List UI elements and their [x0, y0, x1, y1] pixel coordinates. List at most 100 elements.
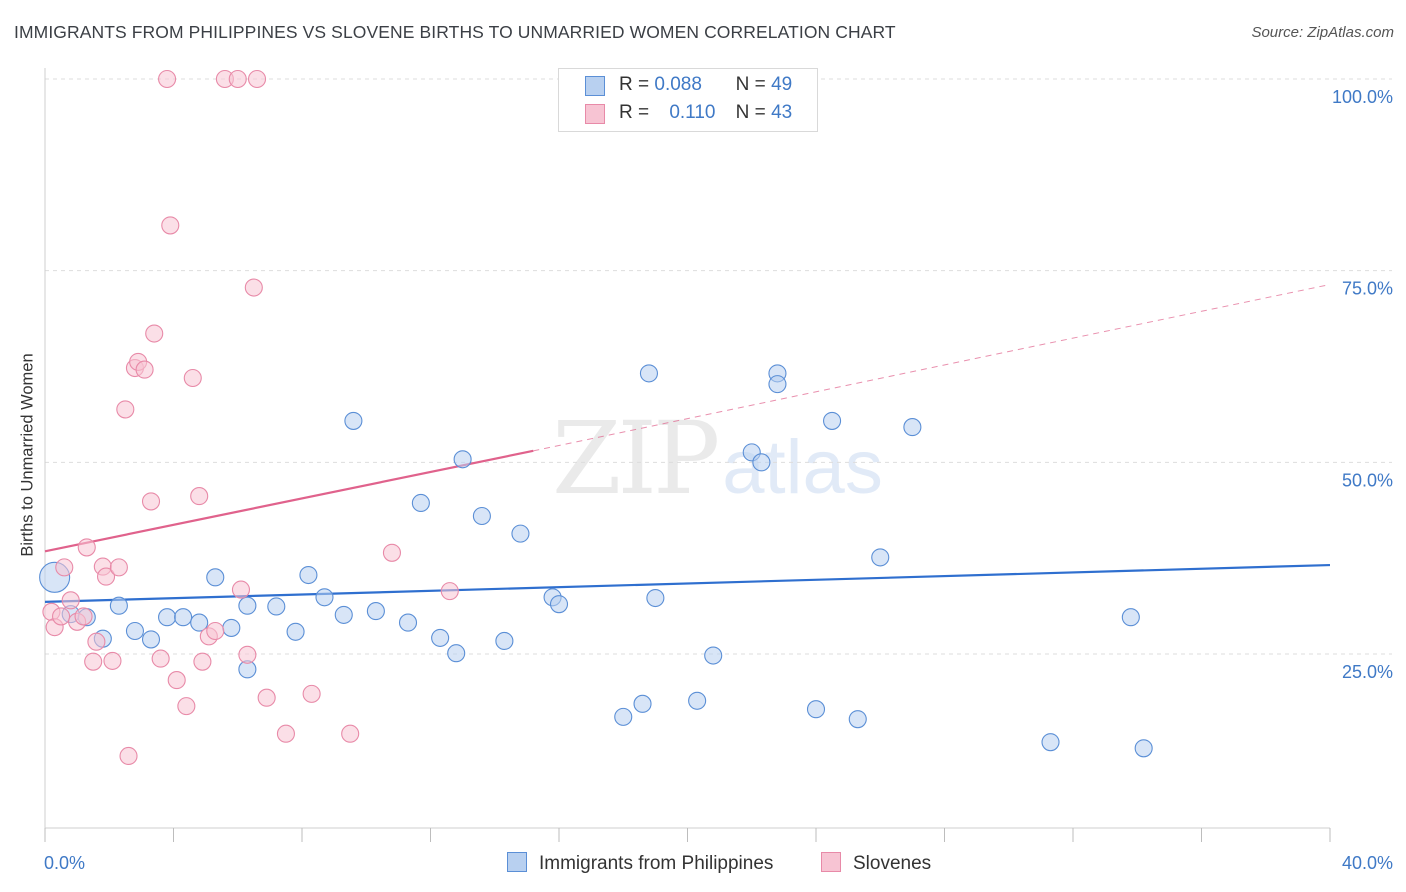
trend-line-philippines	[44, 563, 1331, 603]
data-point-slovenes	[382, 543, 402, 562]
data-point-slovenes	[167, 671, 186, 690]
watermark-atlas: atlas	[722, 425, 883, 510]
data-point-slovenes	[244, 278, 263, 297]
data-point-philippines	[222, 618, 241, 637]
data-point-philippines	[366, 602, 385, 621]
data-point-philippines	[472, 506, 491, 526]
legend-swatch-blue	[585, 76, 605, 96]
data-point-slovenes	[151, 649, 170, 668]
data-point-philippines	[315, 588, 334, 607]
data-point-philippines	[158, 608, 177, 627]
trend-lines	[44, 283, 1331, 603]
data-point-philippines	[125, 621, 144, 641]
tick-labels: 25.0% 50.0% 75.0% 100.0% 0.0% 40.0%	[44, 87, 1393, 873]
legend-swatch-pink	[585, 104, 605, 124]
data-point-slovenes	[228, 69, 247, 89]
y-tick-label: 50.0%	[1342, 470, 1393, 490]
data-point-philippines	[614, 707, 633, 726]
legend-n-label: N =	[735, 102, 766, 123]
data-point-slovenes	[158, 69, 177, 89]
series-slovenes-points	[42, 69, 459, 766]
data-point-philippines	[238, 596, 257, 615]
data-point-philippines	[806, 700, 826, 719]
correlation-legend: R = 0.088 N = 49 R = 0.110 N = 43	[558, 68, 818, 132]
x-tick-label: 40.0%	[1342, 853, 1393, 873]
data-point-philippines	[903, 418, 922, 437]
data-point-philippines	[206, 568, 225, 587]
data-point-philippines	[1134, 739, 1153, 758]
legend-n-value: 43	[771, 102, 793, 123]
data-point-philippines	[141, 630, 161, 649]
data-point-slovenes	[145, 324, 164, 343]
data-point-slovenes	[257, 688, 276, 707]
data-point-slovenes	[61, 591, 80, 610]
data-point-slovenes	[77, 538, 96, 557]
data-point-philippines	[848, 710, 867, 729]
legend-n-label: N =	[735, 74, 766, 95]
data-point-philippines	[633, 694, 652, 713]
data-point-slovenes	[119, 746, 138, 766]
data-point-philippines	[639, 364, 659, 383]
data-point-slovenes	[341, 724, 360, 743]
bottom-legend-label: Immigrants from Philippines	[539, 853, 774, 874]
data-point-philippines	[299, 565, 318, 585]
x-tick-label: 0.0%	[44, 853, 85, 873]
watermark: ZIPatlas	[552, 400, 883, 517]
data-point-slovenes	[247, 69, 267, 89]
bottom-legend-label: Slovenes	[853, 853, 932, 874]
bottom-legend-slovenes: Slovenes	[821, 852, 931, 875]
data-point-slovenes	[231, 580, 251, 599]
data-point-philippines	[286, 622, 305, 641]
data-point-philippines	[411, 493, 430, 513]
trend-line-slovenes	[44, 449, 534, 553]
data-point-philippines	[334, 605, 353, 624]
data-point-slovenes	[206, 621, 225, 641]
data-point-philippines	[453, 450, 472, 469]
legend-n-value: 49	[771, 74, 793, 95]
data-point-philippines	[1121, 608, 1140, 627]
data-point-philippines	[190, 613, 209, 632]
axes	[44, 68, 1331, 842]
data-point-philippines	[704, 646, 723, 665]
data-point-slovenes	[183, 368, 202, 388]
data-point-slovenes	[190, 487, 209, 506]
y-tick-label: 25.0%	[1342, 662, 1393, 682]
bottom-legend-philippines: Immigrants from Philippines	[507, 852, 773, 875]
data-point-philippines	[174, 608, 193, 627]
data-point-philippines	[646, 588, 665, 608]
data-point-philippines	[688, 691, 707, 710]
data-point-slovenes	[161, 216, 180, 235]
data-point-philippines	[267, 597, 286, 616]
data-point-slovenes	[74, 607, 93, 626]
source-label: Source: ZipAtlas.com	[1251, 24, 1394, 41]
data-point-slovenes	[238, 645, 257, 664]
series-philippines-points	[39, 364, 1153, 758]
data-point-philippines	[871, 548, 890, 567]
y-tick-label: 100.0%	[1332, 87, 1393, 107]
data-point-slovenes	[440, 582, 459, 601]
data-point-slovenes	[96, 567, 116, 586]
data-point-slovenes	[135, 360, 154, 379]
legend-r-value: 0.110	[669, 102, 716, 123]
data-point-philippines	[752, 453, 771, 472]
data-point-philippines	[398, 613, 418, 632]
data-point-philippines	[768, 375, 787, 394]
watermark-zip: ZIP	[552, 400, 720, 517]
data-point-philippines	[431, 628, 450, 647]
y-tick-label: 75.0%	[1342, 279, 1393, 299]
data-point-slovenes	[109, 558, 128, 577]
data-point-philippines	[109, 596, 128, 615]
data-point-slovenes	[103, 651, 122, 670]
legend-r-label: R =	[619, 74, 650, 95]
data-point-slovenes	[177, 697, 196, 716]
data-point-philippines	[1041, 733, 1060, 752]
trend-line-slovenes-extrapolated	[533, 283, 1331, 452]
data-point-slovenes	[276, 724, 295, 743]
data-point-slovenes	[87, 632, 106, 651]
data-point-philippines	[823, 411, 842, 430]
data-point-slovenes	[116, 400, 135, 419]
bottom-legend-swatch-pink	[821, 852, 841, 872]
data-point-slovenes	[302, 684, 321, 703]
data-point-slovenes	[55, 558, 74, 577]
